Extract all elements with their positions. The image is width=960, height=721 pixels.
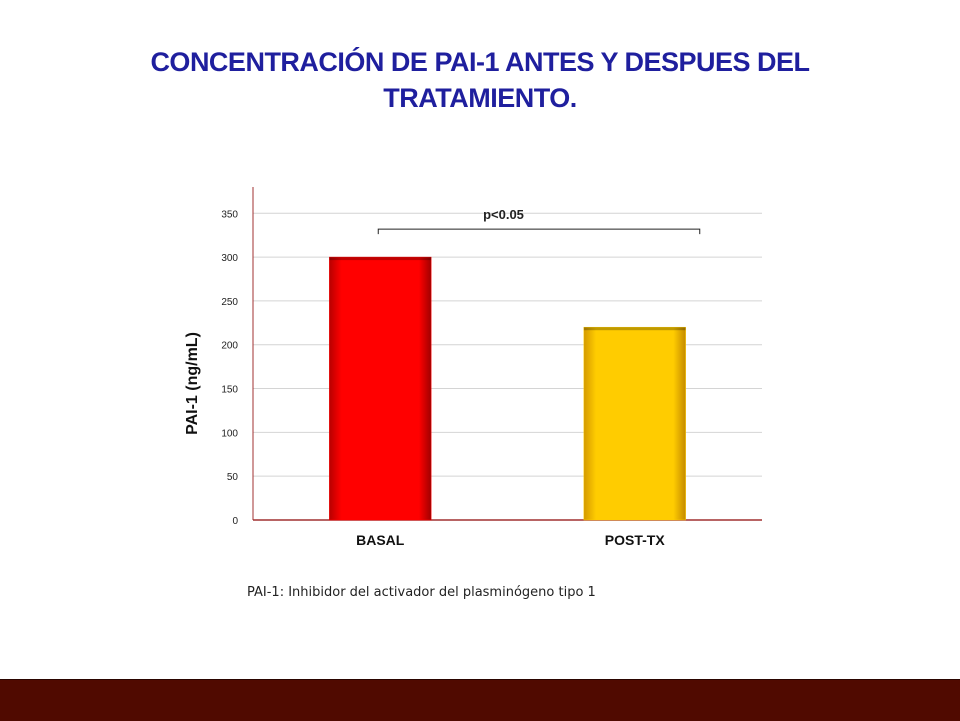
footer-band: [0, 679, 960, 721]
x-tick-label: BASAL: [356, 532, 405, 548]
x-tick-label: POST-TX: [605, 532, 666, 548]
bar-top-bevel: [329, 257, 432, 261]
y-tick-label: 350: [221, 209, 238, 220]
y-tick-label: 150: [221, 385, 238, 396]
significance-bracket: [377, 228, 701, 235]
bars: [329, 256, 686, 521]
y-tick-label: 50: [227, 472, 239, 483]
y-tick-label: 300: [221, 253, 238, 264]
slide-title-line-2: TRATAMIENTO.: [383, 83, 577, 113]
bar-top-bevel: [583, 327, 686, 331]
y-tick-label: 0: [232, 516, 238, 527]
y-tick-label: 200: [221, 341, 238, 352]
y-axis-label: PAI-1 (ng/mL): [184, 332, 201, 435]
slide-title: CONCENTRACIÓN DE PAI-1 ANTES Y DESPUES D…: [40, 44, 920, 116]
significance-annotation: p<0.05: [377, 207, 701, 235]
x-tick-labels: BASAL POST-TX: [356, 532, 665, 548]
significance-label: p<0.05: [483, 207, 524, 222]
footnote: PAI-1: Inhibidor del activador del plasm…: [247, 585, 596, 600]
y-tick-label: 250: [221, 297, 238, 308]
y-tick-label: 100: [221, 428, 238, 439]
bar-post-tx: [583, 326, 686, 521]
bar-basal: [329, 256, 432, 521]
slide-title-line-1: CONCENTRACIÓN DE PAI-1 ANTES Y DESPUES D…: [150, 47, 810, 77]
y-tick-labels: 0 50 100 150 200 250 300 350: [221, 209, 238, 527]
